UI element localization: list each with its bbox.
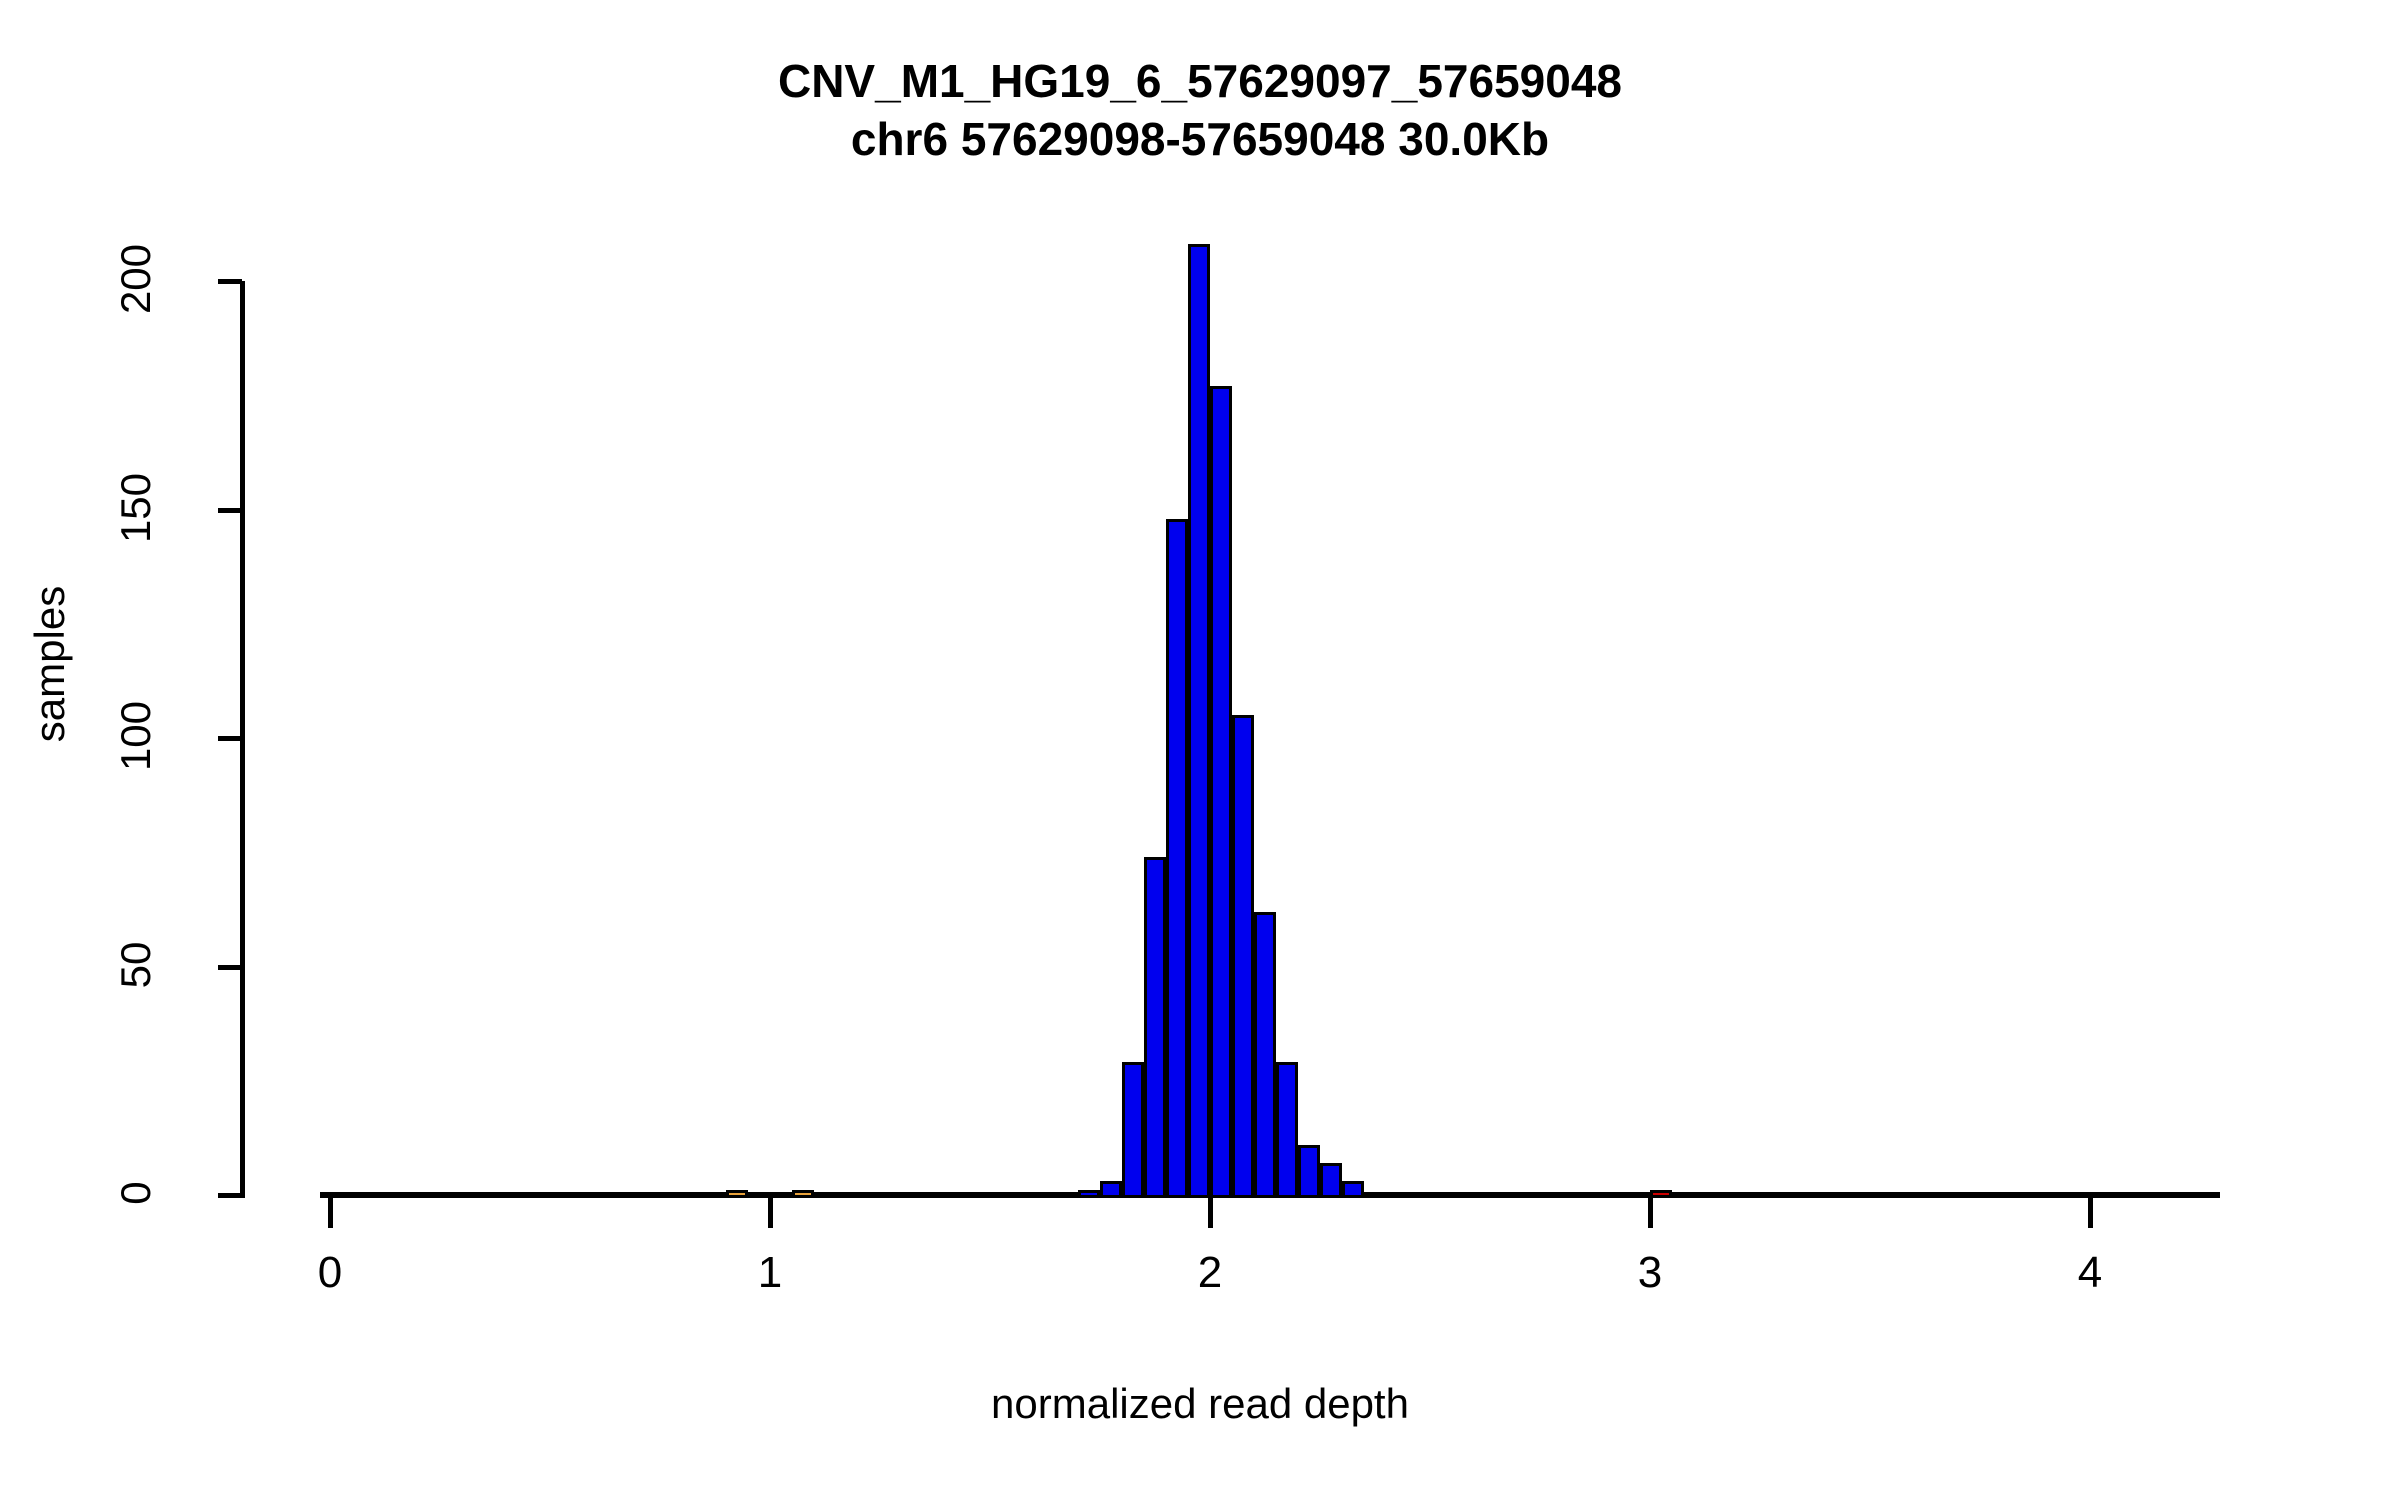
x-axis-tick-label: 1 xyxy=(757,1248,783,1297)
chart-title: CNV_M1_HG19_6_57629097_57659048 chr6 576… xyxy=(0,52,2400,168)
x-axis-tick-label: 4 xyxy=(2077,1248,2103,1297)
x-axis-tick xyxy=(2088,1198,2093,1228)
x-axis-tick-label: 2 xyxy=(1197,1248,1223,1297)
x-axis-tick xyxy=(1648,1198,1653,1228)
chart-title-line-1: CNV_M1_HG19_6_57629097_57659048 xyxy=(777,55,1622,107)
x-axis-tick xyxy=(1208,1198,1213,1228)
x-axis-label: normalized read depth xyxy=(991,1380,1409,1427)
chart-title-line-2: chr6 57629098-57659048 30.0Kb xyxy=(850,113,1550,165)
x-axis-tick-label: 0 xyxy=(317,1248,343,1297)
y-axis-tick xyxy=(218,736,242,741)
histogram-bar xyxy=(726,1190,748,1198)
y-axis-tick xyxy=(218,279,242,284)
histogram-bar xyxy=(1232,715,1254,1198)
histogram-bar xyxy=(1342,1181,1364,1198)
y-axis-label: samples xyxy=(26,585,73,743)
histogram-bar xyxy=(1298,1144,1320,1198)
histogram-bar xyxy=(1320,1163,1342,1198)
histogram-bar xyxy=(1276,1062,1298,1198)
histogram-bar xyxy=(1078,1190,1100,1198)
y-axis-tick xyxy=(218,964,242,970)
y-axis-line xyxy=(240,281,245,1198)
histogram-bar xyxy=(792,1190,814,1198)
x-axis-tick xyxy=(768,1198,773,1228)
histogram-bar xyxy=(1210,386,1232,1198)
x-axis-tick xyxy=(328,1198,333,1228)
histogram-bar xyxy=(1254,911,1276,1198)
histogram-bar xyxy=(1100,1181,1122,1198)
histogram-bar xyxy=(1122,1062,1144,1198)
y-axis-tick xyxy=(218,1193,242,1198)
histogram-bar xyxy=(1650,1190,1672,1198)
x-axis-tick-label: 3 xyxy=(1637,1248,1663,1297)
histogram-bar xyxy=(1166,518,1188,1198)
y-axis-tick xyxy=(218,507,242,513)
histogram-bar xyxy=(1144,856,1166,1198)
histogram-bar xyxy=(1188,244,1210,1198)
